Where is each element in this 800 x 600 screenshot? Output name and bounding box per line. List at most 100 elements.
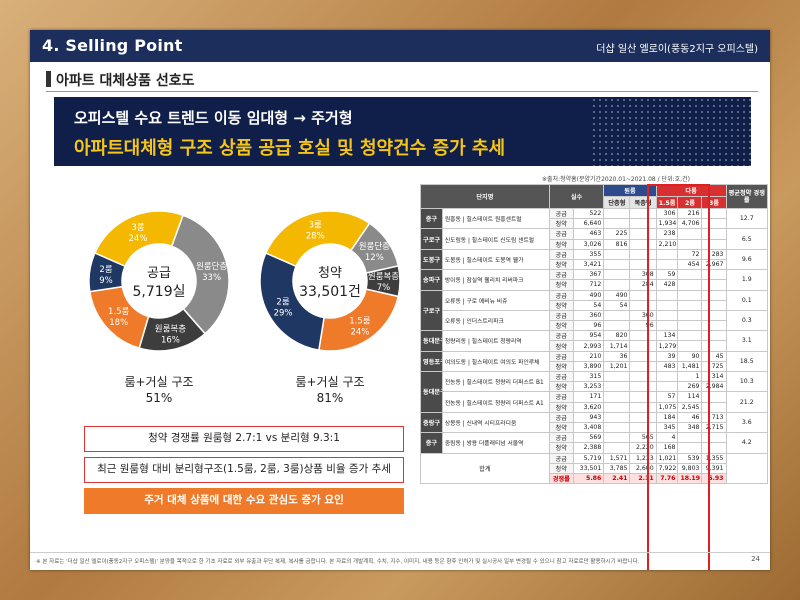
subscription-cell bbox=[629, 258, 657, 271]
subscription-cell: 3,620 bbox=[572, 401, 605, 413]
subscription-cell bbox=[701, 279, 727, 291]
subscription-cell bbox=[603, 442, 631, 454]
supply-cell: 134 bbox=[655, 330, 679, 342]
subscription-cell bbox=[629, 218, 657, 230]
subscription-cell bbox=[603, 218, 631, 230]
competition-ratio-box: 청약 경쟁률 원룸형 2.7:1 vs 분리형 9.3:1 bbox=[84, 426, 404, 452]
table-row: 청약 6,640 1,934 4,706 bbox=[421, 218, 768, 230]
complex-name-cell: 오류동 | 인더스트리파크 bbox=[441, 309, 550, 332]
supply-cell: 306 bbox=[655, 207, 679, 220]
subscription-cell: 1,714 bbox=[603, 340, 631, 352]
supply-cell: 490 bbox=[572, 289, 605, 301]
subscription-cell bbox=[677, 279, 703, 291]
source-note: ※출처:청약홈(분양기간2020.01~2021.08 / 단위:호,건) bbox=[542, 176, 690, 183]
supply-cell: 공급 bbox=[548, 411, 574, 423]
supply-cell bbox=[701, 330, 727, 342]
supply-cell: 565 bbox=[629, 432, 657, 444]
header-complex: 단지명 bbox=[420, 184, 550, 209]
supply-slice-label: 9% bbox=[99, 276, 113, 286]
subscription-cell: 2,388 bbox=[572, 442, 605, 454]
complex-name-cell: 방이동 | 잠실역 웰리치 리버파크 bbox=[441, 269, 550, 291]
supply-cell bbox=[603, 207, 631, 220]
subscription-cell: 청약 bbox=[548, 279, 574, 291]
subscription-cell: 54 bbox=[572, 299, 605, 311]
subscription-cell bbox=[677, 320, 703, 332]
total-avg-empty bbox=[725, 452, 768, 485]
subscription-structure-percent: 81% bbox=[316, 391, 344, 405]
subscription-slice-label: 원룸복층 bbox=[368, 272, 399, 282]
total-competition-cell: 6.93 bbox=[701, 472, 727, 485]
table-row: 송파구 방이동 | 잠실역 웰리치 리버파크 공급 367 308 59 1.9 bbox=[420, 269, 768, 291]
total-subscription-cell: 9,391 bbox=[701, 462, 727, 474]
table-row: 도봉구 도봉동 | 힐스테이트 도봉역 웰가 공급 355 72 283 9.6 bbox=[420, 248, 768, 271]
supply-cell bbox=[701, 228, 727, 240]
supply-cell: 57 bbox=[655, 391, 679, 403]
subscription-cell: 345 bbox=[655, 421, 679, 434]
subscription-slice-label: 1.5룸 bbox=[349, 316, 371, 326]
trend-box: 최근 원룸형 대비 분리형구조(1.5룸, 2룸, 3룸)상품 비율 증가 추세 bbox=[84, 457, 404, 483]
avg-cell: 6.5 bbox=[725, 228, 768, 250]
area-cell: 동대문구 bbox=[420, 371, 443, 413]
area-cell: 송파구 bbox=[420, 269, 443, 291]
avg-cell: 12.7 bbox=[725, 207, 768, 230]
subscription-cell bbox=[677, 340, 703, 352]
total-supply-cell: 1,571 bbox=[603, 452, 631, 464]
supply-cell: 공급 bbox=[548, 228, 574, 240]
avg-cell: 9.6 bbox=[725, 248, 768, 271]
supply-cell bbox=[629, 350, 657, 362]
total-supply-cell: 1,233 bbox=[629, 452, 657, 464]
banner-dot-pattern bbox=[591, 97, 751, 166]
total-supply-cell: 1,355 bbox=[701, 452, 727, 464]
subscription-cell bbox=[677, 299, 703, 311]
subscription-cell: 712 bbox=[572, 279, 605, 291]
supply-cell: 72 bbox=[677, 248, 703, 260]
subscription-cell: 청약 bbox=[548, 360, 574, 373]
header-actual: 실수 bbox=[548, 184, 605, 209]
subscription-cell bbox=[603, 421, 631, 434]
subscription-cell: 3,421 bbox=[572, 258, 605, 271]
subscription-cell: 청약 bbox=[548, 442, 574, 454]
total-subscription-cell: 9,803 bbox=[677, 462, 703, 474]
supply-cell bbox=[701, 207, 727, 220]
complex-name-cell: 원흥동 | 힐스테이트 원흥센트럴 bbox=[441, 207, 550, 230]
complex-name-cell: 상봉동 | 신내역 시티프라디움 bbox=[441, 411, 550, 434]
supply-cell bbox=[701, 289, 727, 301]
header-duplex: 복층형 bbox=[629, 196, 657, 209]
table-row: 청약 3,408 345 348 2,715 bbox=[421, 421, 768, 434]
avg-cell: 0.3 bbox=[725, 309, 768, 332]
supply-slice-label: 원룸복층 bbox=[155, 324, 186, 334]
banner-line-2: 아파트대체형 구조 상품 공급 호실 및 청약건수 증가 추세 bbox=[74, 138, 506, 159]
total-supply-cell: 1,021 bbox=[655, 452, 679, 464]
total-row: 합계 공급 5,719 1,571 1,233 1,021 539 1,355 bbox=[420, 452, 768, 485]
header-oneroom: 원룸 bbox=[603, 184, 657, 197]
supply-cell bbox=[603, 411, 631, 423]
total-label: 합계 bbox=[420, 452, 550, 485]
subscription-slice-label: 29% bbox=[274, 309, 293, 319]
subscription-slice-label: 12% bbox=[365, 253, 384, 263]
supply-cell bbox=[677, 228, 703, 240]
supply-cell: 315 bbox=[572, 370, 605, 383]
supply-cell: 39 bbox=[655, 350, 679, 362]
subscription-cell: 96 bbox=[629, 320, 657, 332]
table-row: 청약 54 54 bbox=[421, 299, 768, 311]
banner-line-1: 오피스텔 수요 트렌드 이동 임대형 → 주거형 bbox=[74, 109, 353, 127]
subscription-cell bbox=[701, 299, 727, 311]
subscription-slice-label: 7% bbox=[377, 283, 391, 293]
subscription-cell: 청약 bbox=[548, 401, 574, 413]
subscription-cell bbox=[677, 238, 703, 250]
supply-cell bbox=[629, 330, 657, 342]
subscription-cell bbox=[629, 360, 657, 373]
subscription-cell: 725 bbox=[701, 360, 727, 373]
total-subscription-cell: 2,600 bbox=[629, 462, 657, 474]
subscription-cell: 454 bbox=[677, 258, 703, 271]
supply-cell: 943 bbox=[572, 411, 605, 423]
subscription-cell: 2,220 bbox=[629, 442, 657, 454]
table-row: 청약 3,890 1,201 483 1,481 725 bbox=[421, 360, 768, 373]
header-bar: 4. Selling Point 더샵 일산 엘로이(풍동2지구 오피스텔) bbox=[30, 30, 770, 62]
supply-cell bbox=[603, 269, 631, 281]
supply-cell: 355 bbox=[572, 248, 605, 260]
subscription-cell bbox=[701, 340, 727, 352]
subscription-cell: 청약 bbox=[548, 238, 574, 250]
